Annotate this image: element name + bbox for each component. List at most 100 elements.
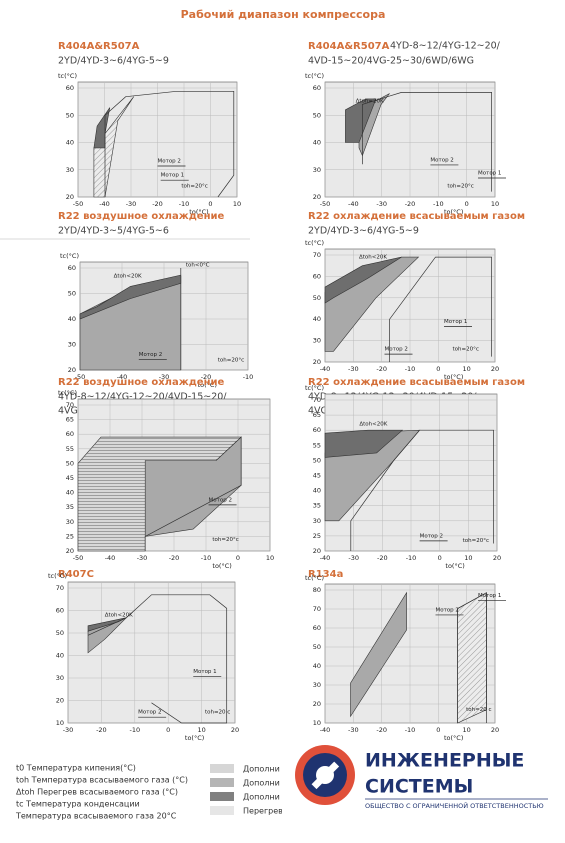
x-axis-label: to(°C): [444, 208, 463, 216]
y-tick-label: 40: [66, 489, 74, 497]
y-tick-label: 60: [313, 272, 321, 280]
x-tick-label: 10: [233, 200, 241, 208]
y-axis-label: tc(°C): [48, 572, 67, 580]
x-tick-label: 0: [438, 554, 442, 562]
annotation: Мотор 2: [158, 159, 181, 165]
x-tick-label: -20: [376, 365, 387, 373]
legend-swatch: [210, 764, 234, 773]
logo-name: ИНЖЕНЕРНЫЕ: [365, 750, 524, 772]
x-tick-label: -40: [117, 373, 128, 381]
y-tick-label: 50: [66, 111, 74, 119]
y-tick-label: 30: [313, 517, 321, 525]
legend-text: Температура всасываемого газа 20°C: [15, 812, 177, 821]
x-tick-label: 10: [463, 726, 471, 734]
annotation: toh=20°c: [218, 357, 244, 363]
panel-subtitle: 4YD-8~12/4YG-12~20/4VD-15~20/: [58, 392, 227, 403]
envelope-line: [104, 90, 235, 198]
legend: t0 Температура кипения(°C) toh Температур…: [15, 764, 283, 821]
y-tick-label: 70: [313, 605, 321, 613]
y-tick-label: 50: [68, 290, 76, 298]
y-tick-label: 40: [56, 652, 64, 660]
y-tick-label: 50: [313, 111, 321, 119]
y-tick-label: 20: [66, 193, 74, 201]
x-tick-label: -20: [152, 200, 163, 208]
panel-title: R407C: [58, 569, 94, 580]
annotation: toh=20°c: [463, 538, 489, 544]
y-tick-label: 50: [66, 459, 74, 467]
x-tick-label: 0: [465, 200, 469, 208]
y-tick-label: 20: [66, 547, 74, 555]
x-tick-label: -10: [243, 373, 254, 381]
envelope-line: [87, 594, 228, 724]
chart-panel: R407C 10 20 30 40 50 60 70 -30 -20 -10 0 10 20 tc(°C) t…: [48, 569, 239, 742]
operating-range: [324, 429, 404, 458]
annotation: toh=20°c: [181, 184, 207, 190]
x-axis-label: to(°C): [189, 208, 208, 216]
y-tick-label: 40: [313, 662, 321, 670]
y-tick-label: 20: [56, 697, 64, 705]
y-tick-label: 45: [313, 472, 321, 480]
y-axis-label: tc(°C): [305, 574, 324, 582]
y-tick-label: 30: [313, 166, 321, 174]
legend-text: Δtoh Перегрев всасываемого газа (°C): [16, 788, 178, 797]
x-tick-label: 20: [231, 726, 239, 734]
x-tick-label: 20: [491, 365, 499, 373]
y-tick-label: 25: [313, 532, 321, 540]
legend-swatch: [210, 778, 234, 787]
y-axis-label: tc(°C): [305, 384, 324, 392]
x-tick-label: 10: [266, 554, 274, 562]
panel-subtitle: 4VD-15~20/4VG-25~30/6WD/6WG: [308, 56, 474, 67]
y-tick-label: 40: [313, 139, 321, 147]
chart-panel: R22 воздушное охлаждение 4YD-8~12/4YG-12~…: [58, 377, 274, 570]
annotation: toh=20 c: [205, 710, 230, 716]
x-tick-label: -40: [320, 554, 331, 562]
legend-swatch: [210, 792, 234, 801]
y-tick-label: 30: [313, 681, 321, 689]
y-tick-label: 20: [313, 700, 321, 708]
x-tick-label: -30: [376, 200, 387, 208]
x-tick-label: -10: [405, 365, 416, 373]
legend-text: toh Температура всасываемого газа (°C): [16, 776, 188, 785]
x-tick-label: -30: [348, 554, 359, 562]
annotation: Мотор 2: [436, 607, 459, 613]
legend-text: tc Температура конденсации: [16, 800, 140, 809]
y-axis-label: tc(°C): [305, 239, 324, 247]
annotation: Мотор 1: [193, 669, 216, 675]
y-tick-label: 60: [313, 84, 321, 92]
annotation: toh=20°c: [447, 184, 473, 190]
panel-title: R134a: [308, 569, 343, 580]
y-tick-label: 65: [313, 411, 321, 419]
chart-panel: R22 воздушное охлаждение 2YD/4YD-3~5/4YG-…: [58, 211, 253, 389]
x-tick-label: -30: [63, 726, 74, 734]
x-tick-label: 20: [493, 554, 501, 562]
y-tick-label: 70: [66, 401, 74, 409]
x-tick-label: 0: [208, 200, 212, 208]
page-title: Рабочий диапазон компрессора: [181, 8, 386, 21]
envelope-line: [389, 256, 492, 362]
x-tick-label: -50: [73, 200, 84, 208]
x-tick-label: -20: [96, 726, 107, 734]
x-tick-label: -40: [320, 726, 331, 734]
y-tick-label: 60: [313, 624, 321, 632]
y-tick-label: 60: [68, 264, 76, 272]
panel-subtitle: 2YD/4YD-3~6/4YG-5~9: [58, 56, 169, 67]
chart-panel: R22 охлаждение всасываемым газом4YD-8~12…: [305, 377, 525, 570]
y-tick-label: 70: [313, 251, 321, 259]
x-tick-label: -20: [376, 726, 387, 734]
y-tick-label: 30: [56, 674, 64, 682]
x-tick-label: -10: [406, 554, 417, 562]
legend-label: Дополни: [243, 765, 280, 774]
y-tick-label: 55: [313, 441, 321, 449]
logo-caption: ОБЩЕСТВО С ОГРАНИЧЕННОЙ ОТВЕТСТВЕННОСТЬЮ: [365, 801, 544, 810]
x-tick-label: -10: [201, 554, 212, 562]
y-tick-label: 30: [66, 166, 74, 174]
x-tick-label: -10: [179, 200, 190, 208]
y-tick-label: 50: [313, 643, 321, 651]
y-tick-label: 40: [68, 315, 76, 323]
x-tick-label: -30: [348, 726, 359, 734]
panel-title: R22 воздушное охлаждение: [58, 211, 224, 222]
x-tick-label: -50: [75, 373, 86, 381]
y-tick-label: 60: [66, 84, 74, 92]
x-tick-label: 10: [464, 554, 472, 562]
